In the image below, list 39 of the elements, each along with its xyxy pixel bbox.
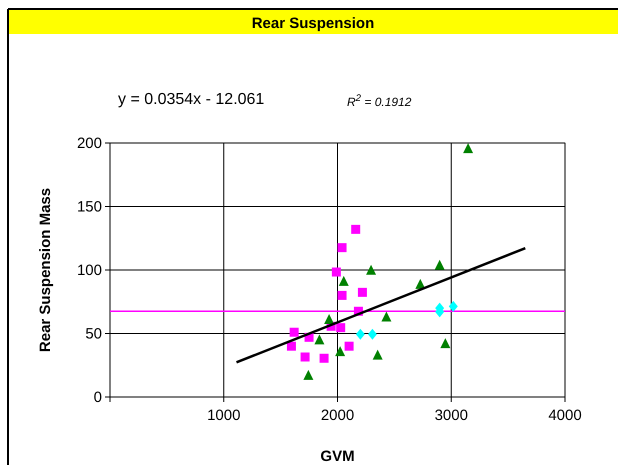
point [336,323,346,332]
point [300,352,310,362]
x-tick-label: 3000 [434,407,468,424]
point [368,328,377,340]
point [290,328,299,337]
text: y = 0.0354x - 12.061 [118,91,264,108]
point [463,143,474,154]
point [372,350,383,360]
point [344,342,354,351]
point [366,264,376,275]
y-tick-label: 150 [76,198,102,216]
point [303,370,314,380]
y-tick-label: 0 [94,389,102,406]
point [320,354,329,363]
point [314,334,324,344]
point [448,300,458,312]
point [358,288,367,297]
point [338,290,347,300]
point [356,328,365,340]
point [335,346,346,356]
x-tick-label: 4000 [548,407,582,424]
point [338,276,349,286]
chart-title: Rear Suspension [252,15,374,32]
point [351,224,360,234]
y-axis-title: Rear Suspension Mass [37,188,54,352]
point [440,338,450,348]
text: R$^{2}$ = 0.1912 [347,92,412,109]
point [286,342,296,351]
point [338,243,347,252]
point [324,314,334,324]
point [332,268,341,277]
point [434,260,445,270]
x-tick-label: 2000 [320,407,354,424]
x-axis-title: GVM [320,448,355,465]
point [381,311,392,322]
y-tick-label: 50 [85,326,102,342]
y-tick-label: 200 [76,135,102,152]
x-tick-label: 1000 [207,407,240,424]
y-tick-label: 100 [76,262,102,279]
